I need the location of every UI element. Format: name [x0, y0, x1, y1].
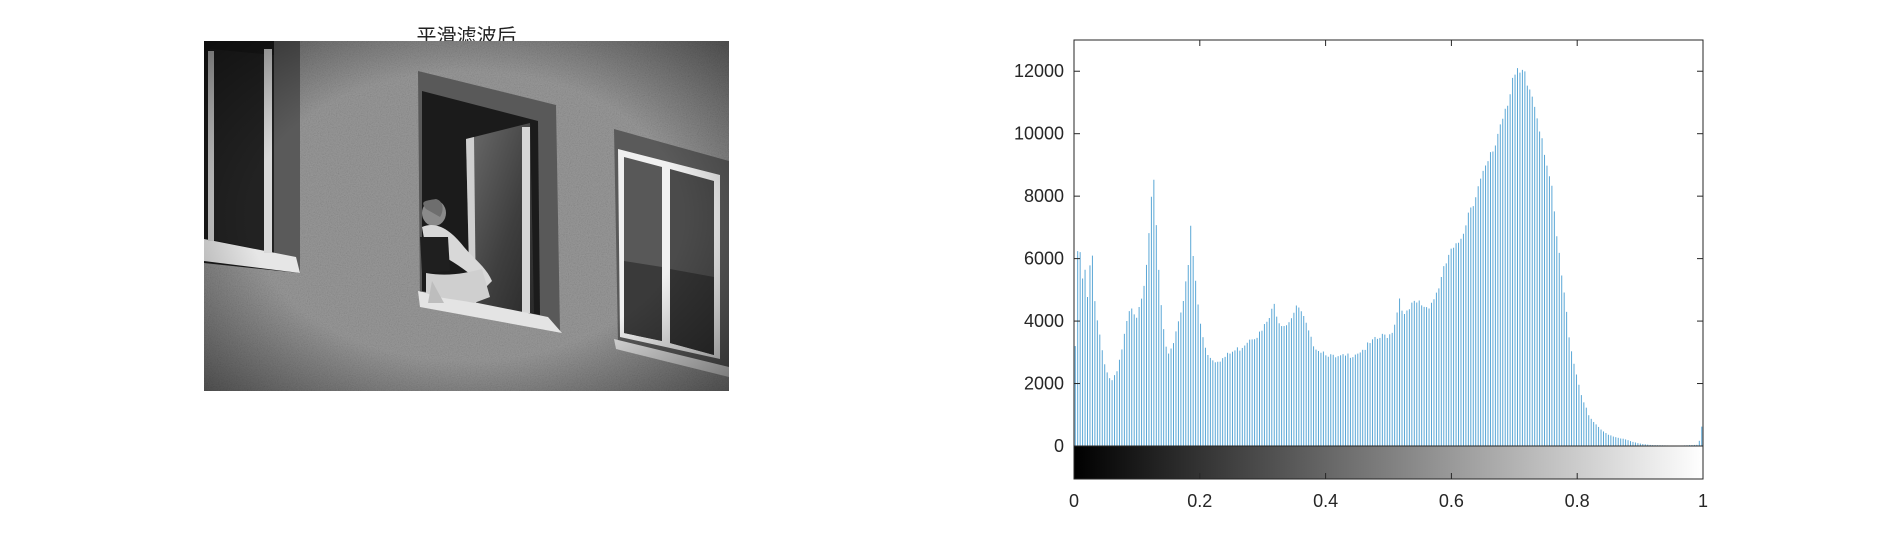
grayscale-colorbar — [1074, 446, 1703, 479]
y-tick-label: 0 — [1054, 436, 1064, 456]
x-tick-label: 0.4 — [1313, 491, 1338, 511]
axes-frame — [1073, 39, 1704, 480]
x-tick-label: 0 — [1069, 491, 1079, 511]
photo-illustration — [204, 41, 729, 391]
y-tick-label: 6000 — [1024, 249, 1064, 269]
x-tick-label: 0.8 — [1565, 491, 1590, 511]
y-tick-label: 10000 — [1014, 124, 1064, 144]
x-axis: 0 0.2 0.4 0.6 0.8 1 — [1069, 40, 1708, 511]
x-tick-label: 1 — [1698, 491, 1708, 511]
x-tick-label: 0.6 — [1439, 491, 1464, 511]
y-tick-label: 12000 — [1014, 61, 1064, 81]
x-tick-label: 0.2 — [1187, 491, 1212, 511]
y-tick-label: 8000 — [1024, 186, 1064, 206]
vignette — [204, 41, 729, 391]
y-tick-label: 4000 — [1024, 311, 1064, 331]
histogram-bars — [1074, 68, 1703, 446]
y-axis: 0 2000 4000 6000 8000 10000 12000 — [1014, 61, 1703, 456]
filtered-photo — [204, 41, 729, 391]
y-tick-label: 2000 — [1024, 374, 1064, 394]
